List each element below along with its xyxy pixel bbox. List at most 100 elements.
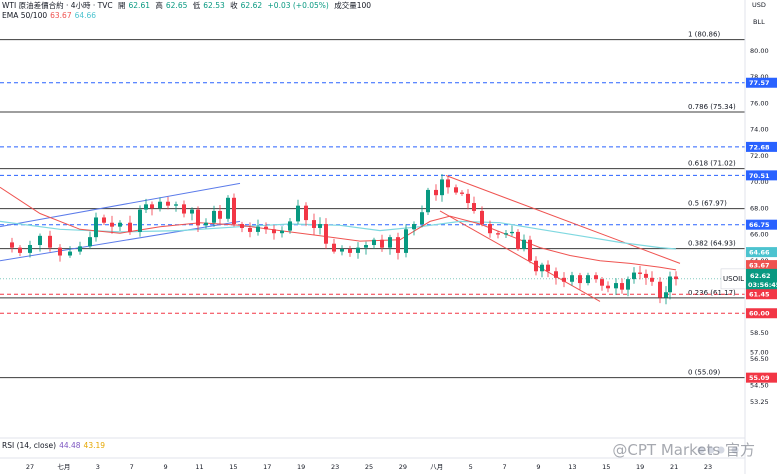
last-price-tag [746, 268, 777, 291]
flag-icons [697, 446, 739, 454]
y-tick-label: 66.00 [750, 231, 769, 239]
watermark: @CPT Markets 官方 [612, 441, 755, 459]
x-tick-label: 3 [96, 463, 100, 471]
x-tick-label: 11 [195, 463, 203, 471]
candle-body [78, 246, 82, 252]
candle-body [632, 272, 636, 280]
fib-level-label: 0.5 (67.97) [688, 200, 727, 208]
candle-body [212, 210, 216, 223]
us-flag-icon [707, 446, 715, 454]
candle-body [58, 247, 62, 256]
candle-body [372, 239, 376, 246]
candle-body [102, 217, 106, 223]
candle-body [296, 205, 300, 222]
x-tick-label: 9 [164, 463, 168, 471]
volume-label: 成交量100 [334, 1, 372, 10]
rsi-value-1: 44.48 [59, 441, 81, 450]
candle-body [288, 221, 292, 231]
y-tick-label: 76.00 [750, 99, 769, 107]
ema100-line [0, 220, 677, 250]
symbol-title[interactable]: WTI 原油差價合約 · 4小時 · TVC [2, 1, 113, 10]
candle-body [644, 273, 648, 278]
candle-body [144, 204, 148, 210]
fib-level-label: 0.382 (64.93) [688, 240, 736, 248]
candle-body [638, 272, 642, 274]
candle-body [150, 204, 154, 209]
candle-body [248, 227, 252, 232]
fibonacci-levels: 1 (80.86) 0.786 (75.34) 0.618 (71.02) 0.5 (… [0, 31, 745, 379]
candle-body [522, 239, 526, 249]
rsi-value-2: 43.19 [83, 441, 106, 450]
candle-body [324, 224, 328, 244]
candle-body [28, 245, 32, 253]
fib-level-label: 0.236 (61.17) [688, 289, 736, 297]
low-label: 低 [192, 1, 201, 10]
price-tag-value: 60.00 [749, 310, 770, 318]
y-tick-label: 80.00 [750, 47, 769, 55]
price-tag [746, 308, 777, 319]
x-tick-label: 9 [536, 463, 540, 471]
candle-body [94, 217, 98, 238]
x-tick-label: 19 [297, 463, 305, 471]
y-tick-label: 56.50 [750, 355, 769, 363]
fib-level-label: 0 (55.09) [688, 369, 720, 377]
candle-body [420, 212, 424, 225]
price-tags: 77.57 72.68 70.51 66.75 64.66 63.67 USOIL 62.62… [720, 77, 777, 383]
candle-body [460, 192, 464, 194]
price-tag [746, 372, 777, 383]
candles [10, 173, 678, 305]
trend-channels [0, 175, 681, 302]
candle-body [466, 193, 470, 204]
candle-body [196, 209, 200, 226]
candle-body [380, 239, 384, 248]
candle-body [510, 231, 514, 234]
candle-body [332, 243, 336, 252]
x-tick-label: 七月 [57, 462, 70, 471]
candle-body [570, 275, 574, 282]
candle-body [166, 201, 170, 206]
x-tick-label: 7 [503, 463, 507, 471]
chart-header: WTI 原油差價合約 · 4小時 · TVC 開 62.61 高 62.65 低 62… [2, 1, 374, 11]
candle-body [562, 277, 566, 282]
up-channel-lower [0, 220, 241, 262]
candle-body [626, 279, 630, 290]
fib-level-label: 0.618 (71.02) [688, 160, 736, 168]
x-tick-label: 23 [704, 463, 712, 471]
candle-body [356, 247, 360, 253]
rsi-legend[interactable]: RSI (14, close) 44.48 43.19 [2, 441, 108, 451]
ema-legend[interactable]: EMA 50/100 63.67 64.66 [2, 11, 99, 21]
candle-body [650, 277, 654, 282]
us-flag-icon [717, 446, 725, 454]
candle-body [304, 205, 308, 221]
ema100-value: 64.66 [74, 11, 97, 20]
change-value: +0.03 (+0.05%) [267, 1, 329, 10]
y-tick-label: 53.25 [750, 398, 769, 406]
x-tick-label: 19 [636, 463, 644, 471]
ema-label: EMA 50/100 [2, 11, 48, 20]
candle-body [48, 235, 52, 248]
time-axis[interactable]: 27 七月 3 7 9 11 15 17 19 23 25 29 八月 5 7 9 13 15 19 21 23 [26, 462, 712, 471]
candle-body [594, 275, 598, 280]
open-label: 開 [118, 1, 126, 10]
x-tick-label: 15 [229, 463, 237, 471]
candle-body [226, 197, 230, 219]
down-channel-lower [439, 210, 601, 302]
candle-body [256, 226, 260, 232]
candle-body [232, 197, 236, 225]
candle-body [404, 229, 408, 253]
candle-body [240, 224, 244, 228]
fib-level-label: 0.786 (75.34) [688, 103, 736, 111]
candle-body [348, 248, 352, 253]
price-tag-value: 64.66 [749, 249, 770, 257]
price-tag [746, 260, 777, 271]
candle-body [128, 222, 132, 232]
candle-body [440, 179, 444, 196]
candle-body [182, 204, 186, 214]
candle-body [614, 283, 618, 289]
candle-body [174, 204, 178, 206]
price-tag [746, 77, 777, 88]
us-flag-icon [697, 446, 705, 454]
candle-body [454, 187, 458, 193]
